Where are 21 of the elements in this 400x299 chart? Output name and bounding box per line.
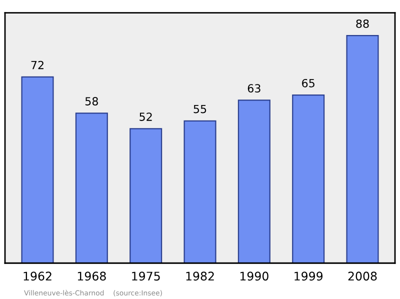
bar (21, 76, 54, 264)
x-tick-label: 1999 (294, 272, 323, 281)
x-tick-label: 1968 (78, 272, 106, 281)
bar (130, 128, 162, 264)
x-tick-label: 1982 (186, 272, 214, 281)
x-tick-label: 2008 (348, 272, 377, 281)
data-label: 88 (356, 19, 369, 28)
bar (184, 120, 216, 264)
x-tick-label: 1975 (132, 272, 160, 281)
data-label: 55 (194, 104, 206, 114)
x-tick-label: 1962 (24, 272, 52, 281)
data-label: 63 (248, 84, 260, 93)
bar (75, 112, 108, 264)
bar (346, 35, 379, 264)
data-label: 52 (140, 112, 152, 121)
bar (238, 100, 270, 264)
data-label: 72 (31, 60, 44, 70)
data-label: 58 (85, 97, 98, 106)
bar (292, 94, 325, 264)
x-tick-label: 1990 (240, 272, 268, 281)
data-label: 65 (302, 78, 314, 88)
